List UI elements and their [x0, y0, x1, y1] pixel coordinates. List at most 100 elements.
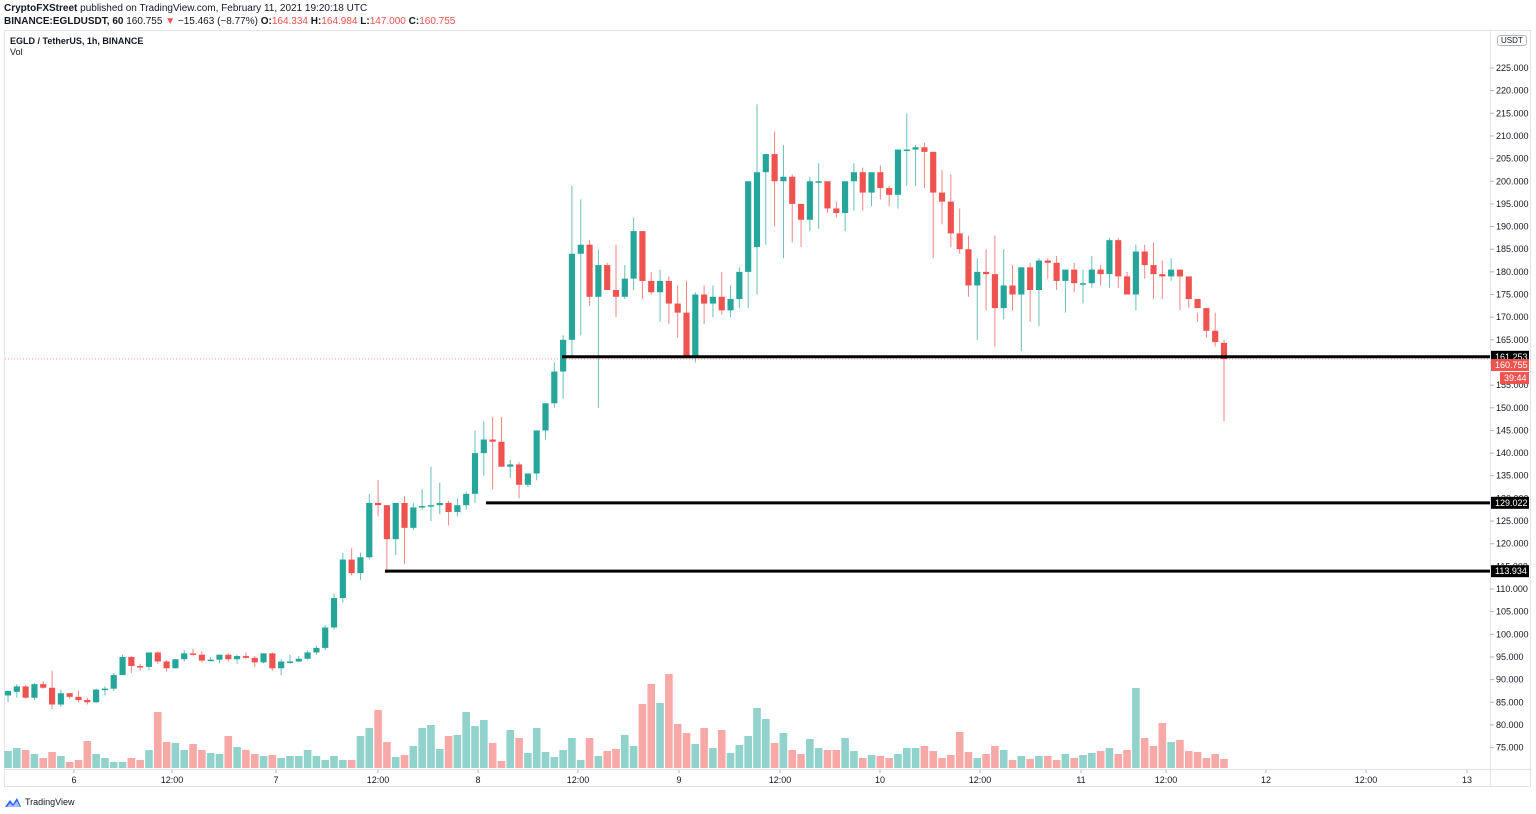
candle-body	[348, 559, 355, 574]
low-value: 147.000	[369, 16, 406, 27]
candle-body	[947, 201, 954, 234]
candle-body	[524, 473, 531, 485]
candle-body	[921, 147, 928, 152]
currency-badge[interactable]: USDT	[1497, 35, 1527, 46]
volume-bar	[735, 745, 744, 768]
volume-bar	[488, 743, 497, 768]
y-tick-label: 140.000	[1496, 448, 1529, 458]
x-tick-label: 10	[875, 775, 885, 785]
candle-body	[330, 598, 338, 628]
volume-bar	[1167, 742, 1175, 768]
candle-body	[956, 233, 963, 250]
candle-body	[1115, 240, 1122, 277]
last-price-label: 160.755	[1495, 360, 1528, 370]
candle-body	[974, 271, 981, 286]
volume-bar	[435, 749, 444, 768]
volume-bar	[576, 760, 585, 768]
x-tick-label: 9	[676, 775, 681, 785]
x-tick-label: 7	[273, 775, 278, 785]
candle-body	[1159, 274, 1166, 277]
candle-body	[683, 312, 690, 356]
candle-body	[110, 675, 117, 689]
candle-body	[207, 659, 214, 662]
volume-bar	[1052, 760, 1061, 768]
volume-bar	[1008, 760, 1017, 768]
price-label: 161.253	[1495, 352, 1528, 362]
volume-bar	[1035, 756, 1043, 768]
chart-legend-title[interactable]: EGLD / TetherUS, 1h, BINANCE	[10, 36, 144, 46]
candle-body	[868, 172, 875, 193]
volume-bar	[638, 704, 647, 768]
y-tick-label: 205.000	[1496, 154, 1529, 164]
candle-body	[824, 181, 831, 209]
y-tick-label: 75.000	[1496, 743, 1524, 753]
y-tick-label: 170.000	[1496, 312, 1529, 322]
candle-body	[137, 666, 144, 668]
y-tick-label: 80.000	[1496, 720, 1524, 730]
candle-body	[604, 265, 611, 290]
y-tick-label: 165.000	[1496, 335, 1529, 345]
volume-bar	[806, 739, 814, 768]
symbol-quote-line: BINANCE:EGLDUSDT, 60 160.755 ▼ −15.463 (…	[4, 16, 455, 27]
candle-body	[612, 289, 620, 297]
candle-body	[1185, 276, 1192, 300]
publish-line: CryptoFXStreet published on TradingView.…	[4, 3, 367, 14]
y-tick-label: 200.000	[1496, 176, 1529, 186]
x-tick-label: 6	[71, 775, 76, 785]
candle-body	[736, 271, 743, 300]
candle-body	[251, 657, 258, 663]
candle-body	[119, 656, 126, 676]
candle-body	[753, 172, 761, 247]
price-label-box	[1491, 565, 1529, 578]
candle-body	[198, 654, 205, 661]
volume-bar	[629, 746, 638, 768]
volume-bar	[321, 760, 330, 768]
candle-body	[1141, 251, 1148, 266]
volume-bar	[1149, 746, 1158, 768]
candle-body	[181, 653, 188, 660]
y-tick-label: 190.000	[1496, 222, 1529, 232]
candle-body	[471, 453, 479, 494]
volume-bar	[198, 750, 206, 768]
candle-body	[1212, 330, 1219, 343]
volume-bar	[726, 753, 735, 768]
volume-bar	[83, 741, 92, 768]
open-label: O:	[260, 16, 272, 27]
volume-bar	[902, 748, 911, 768]
volume-bar	[1114, 754, 1123, 768]
volume-bar	[1211, 754, 1219, 768]
volume-bar	[444, 736, 453, 768]
candle-body	[780, 176, 787, 182]
volume-legend[interactable]: Vol	[10, 47, 23, 57]
candle-body	[1220, 342, 1228, 360]
volume-bar	[911, 748, 920, 768]
candle-body	[295, 658, 302, 662]
candle-body	[401, 502, 408, 528]
candle-body	[912, 147, 919, 150]
chart-panel[interactable]	[4, 30, 1531, 787]
volume-bar	[268, 755, 277, 768]
symbol-label: BINANCE:EGLDUSDT, 60	[4, 16, 124, 27]
candle-body	[507, 464, 514, 467]
y-tick-label: 220.000	[1496, 86, 1529, 96]
candle-body	[1088, 269, 1095, 284]
candle-body	[692, 294, 699, 356]
volume-bar	[74, 760, 83, 768]
y-tick-label: 100.000	[1496, 629, 1529, 639]
volume-bar	[1105, 748, 1114, 768]
volume-bar	[118, 762, 127, 768]
candle-body	[1027, 267, 1034, 290]
volume-bar	[753, 708, 761, 768]
volume-bar	[506, 730, 515, 768]
candle-body	[1123, 276, 1131, 295]
x-tick-label: 13	[1462, 775, 1472, 785]
candle-body	[322, 627, 329, 648]
candle-body	[172, 659, 179, 669]
volume-bar	[832, 750, 841, 768]
volume-bar	[497, 761, 506, 768]
candle-body	[648, 280, 655, 293]
candle-body	[621, 278, 628, 297]
candle-body	[286, 661, 294, 663]
volume-bar	[761, 719, 770, 768]
